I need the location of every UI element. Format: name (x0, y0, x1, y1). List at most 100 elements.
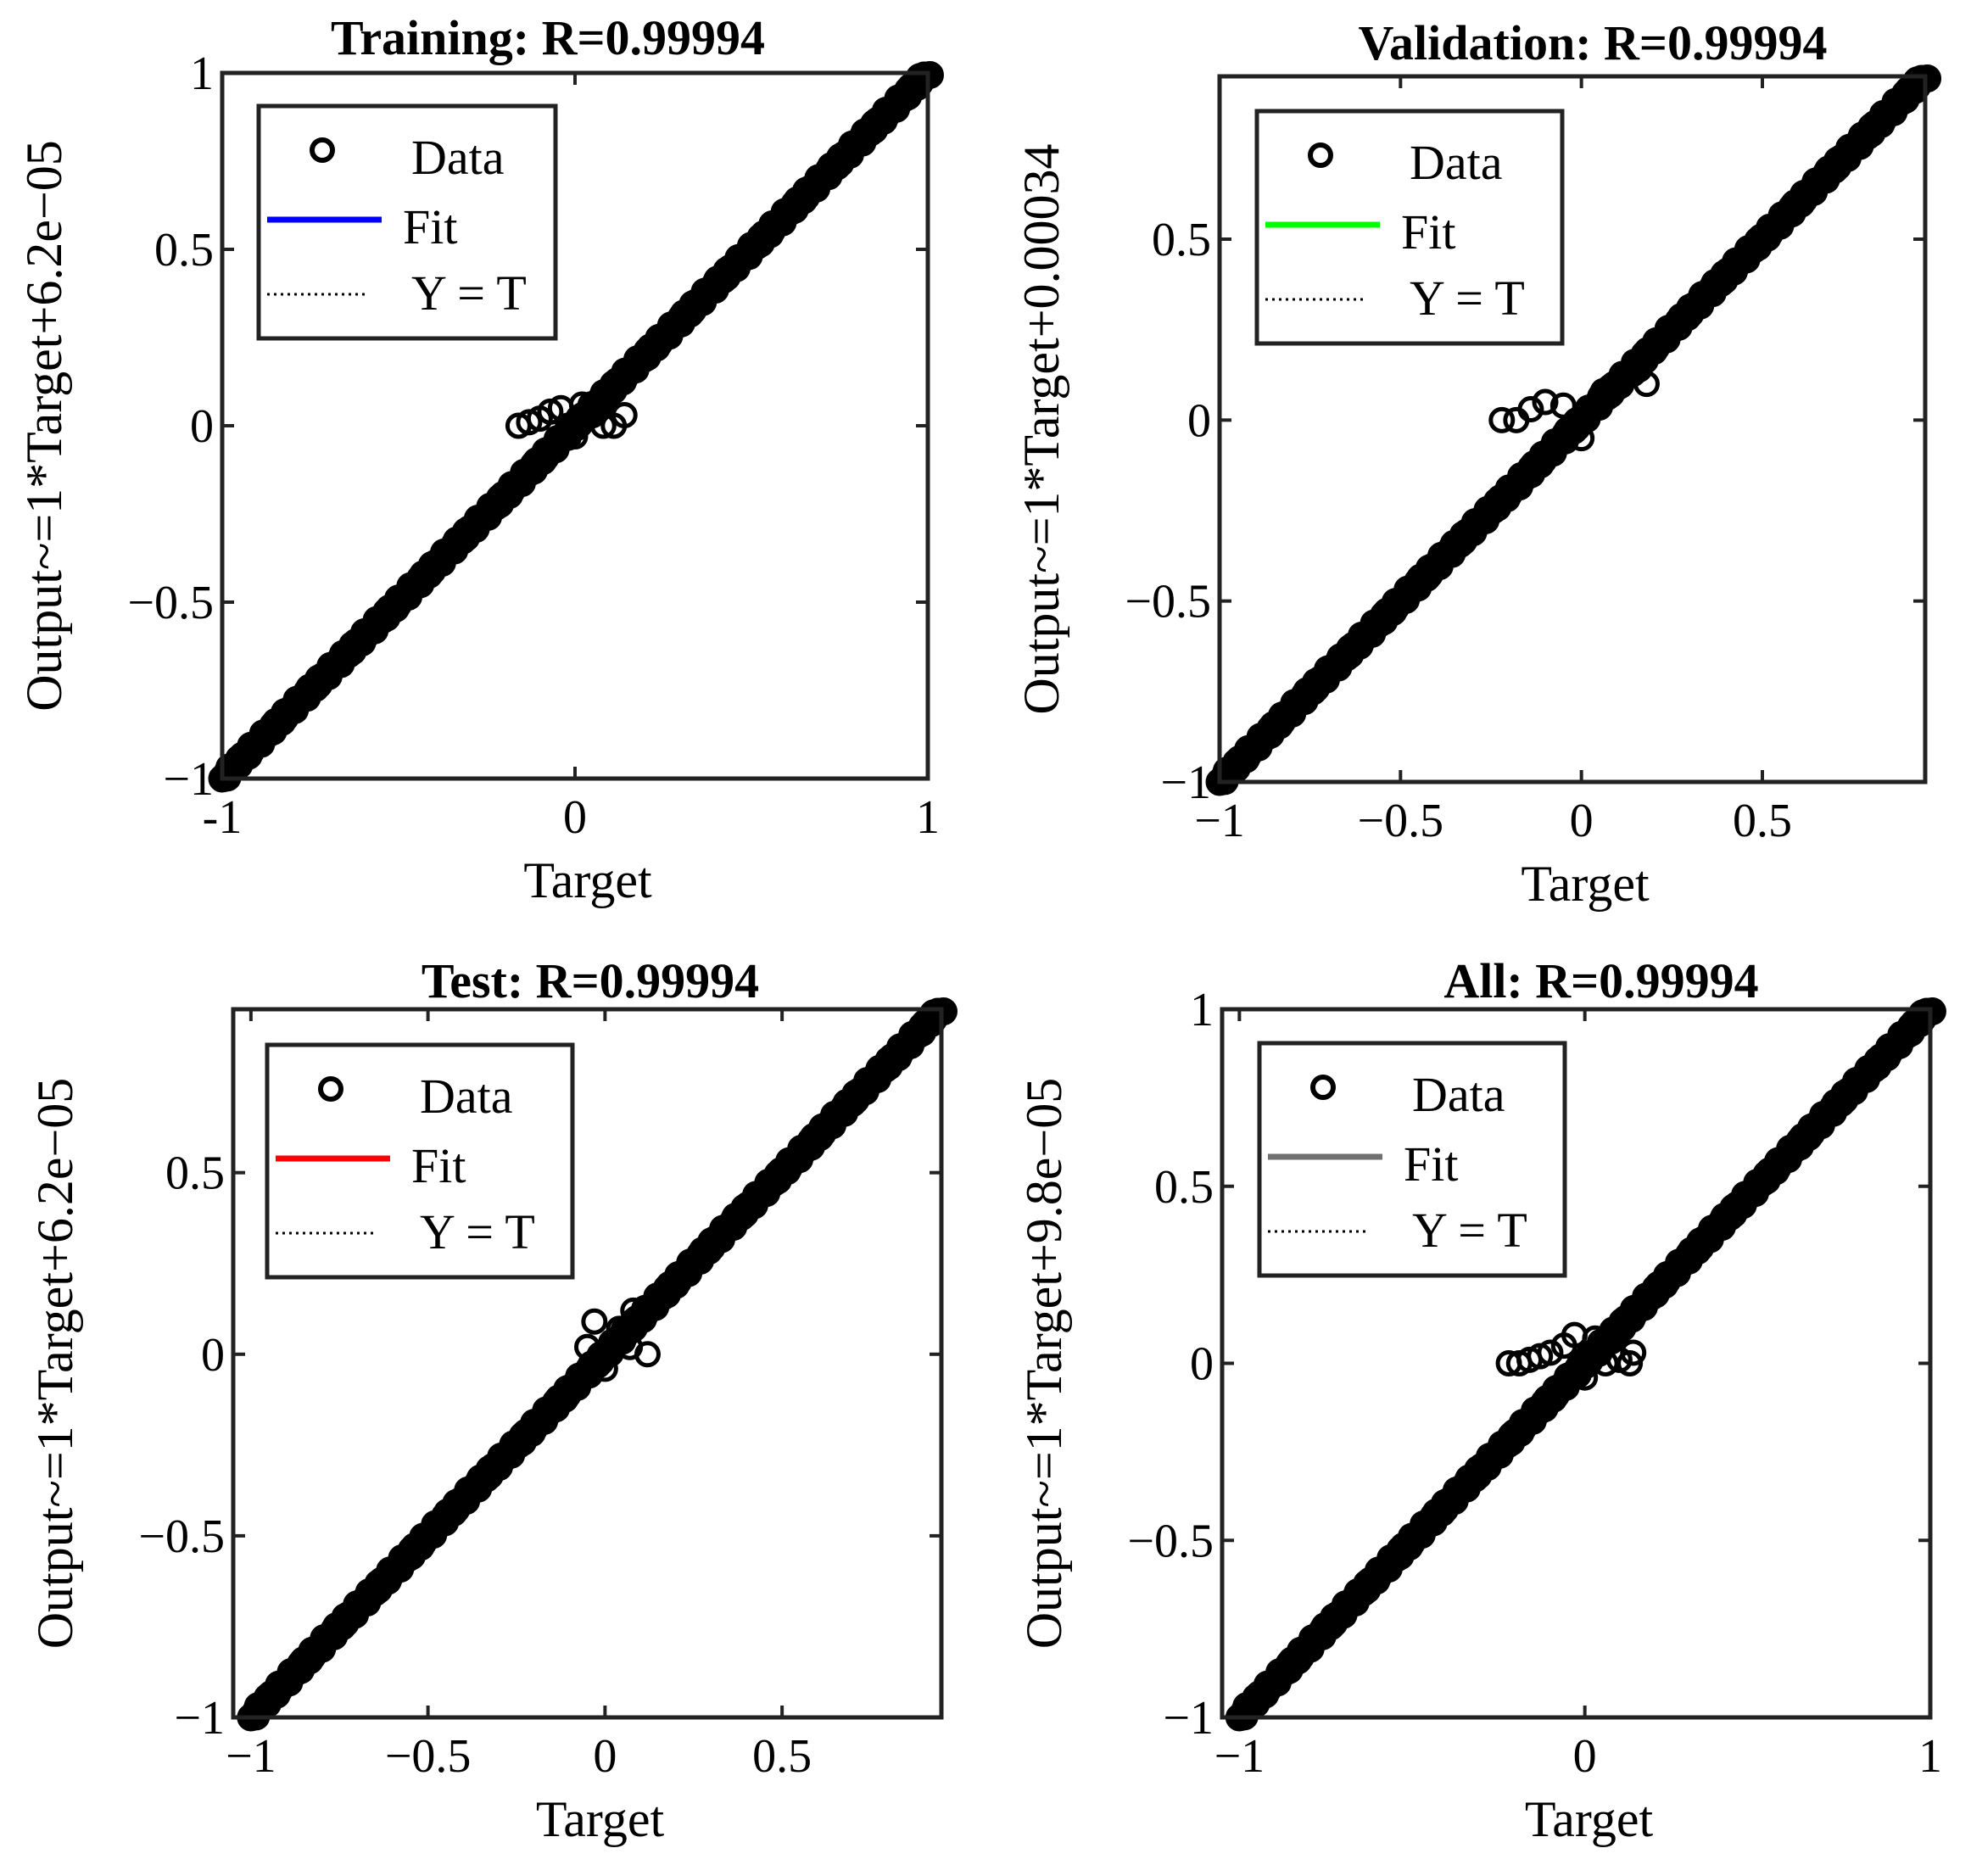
x-tick-label: 0 (563, 791, 587, 844)
legend-data-label: Data (411, 130, 505, 185)
y-tick-label: 0.5 (1154, 1161, 1214, 1214)
tick-group: −1 −0.5 0 0.5 −1 −0.5 0 0.5 (138, 1009, 941, 1783)
outlier-point (1589, 377, 1616, 405)
legend-yt-label: Y = T (420, 1204, 535, 1259)
legend: Data Fit Y = T (265, 1042, 575, 1280)
x-tick-label: −1 (226, 1730, 276, 1783)
y-tick-label: −0.5 (138, 1510, 225, 1563)
outlier-point (1532, 388, 1559, 416)
y-tick-label: −0.5 (1125, 576, 1211, 628)
fit-line (1236, 1006, 1934, 1721)
x-axis-label: Target (1521, 856, 1650, 912)
outlier-point (611, 402, 638, 429)
legend: Data Fit Y = T (1257, 1041, 1567, 1278)
legend-yt-label: Y = T (1410, 271, 1525, 326)
legend: Data Fit Y = T (256, 103, 558, 341)
y-tick-label: −1 (174, 1692, 225, 1745)
plot-frame (1220, 1007, 1933, 1720)
outlier-point (561, 422, 589, 449)
outlier-point (591, 1355, 618, 1382)
y-tick-label: 0 (1187, 394, 1211, 447)
x-tick-label: 0 (1573, 1730, 1597, 1783)
panel-title: Test: R=0.99994 (422, 953, 759, 1008)
legend-data-marker (310, 137, 335, 163)
y-tick-label: 0.5 (154, 224, 214, 276)
panel-training: Training: R=0.99994 -1 0 1 −1 −0.5 0 0.5 1 Data… (16, 10, 944, 908)
tick-group: −1 0 1 −1 −0.5 0 0.5 1 (1127, 984, 1942, 1783)
outlier-point (1592, 1350, 1619, 1376)
legend-data-marker (318, 1076, 343, 1102)
outlier-point (1568, 425, 1595, 452)
outlier-point (1549, 392, 1577, 419)
legend-yt-label: Y = T (411, 265, 527, 321)
legend-data-label: Data (420, 1069, 513, 1124)
y-tick-label: 0.5 (165, 1147, 225, 1200)
y-tick-label: −1 (1160, 757, 1211, 809)
legend-box (1257, 1041, 1567, 1278)
legend-data-marker (1308, 142, 1333, 168)
legend-data-label: Data (1410, 135, 1503, 190)
y-tick-label: 0 (190, 400, 214, 453)
y-tick-label: 1 (190, 47, 214, 100)
x-tick-label: 0 (593, 1730, 617, 1783)
y-axis-label: Output~=1*Target+6.2e−05 (16, 140, 72, 712)
legend-yt-label: Y = T (1412, 1203, 1527, 1258)
x-tick-label: 0 (1570, 795, 1594, 847)
outlier-points (505, 391, 638, 449)
outlier-point (1604, 374, 1631, 401)
outlier-point (581, 1308, 608, 1335)
panel-all: All: R=0.99994 −1 0 1 −1 −0.5 0 0.5 1 Data Fit … (1016, 953, 1946, 1847)
y-tick-label: −0.5 (1127, 1515, 1214, 1567)
y-tick-label: 0.5 (1152, 214, 1211, 266)
outlier-points (574, 1297, 661, 1382)
legend-fit-label: Fit (1404, 1136, 1459, 1192)
legend-data-marker (1310, 1075, 1336, 1100)
plot-frame (231, 1007, 944, 1720)
y-tick-label: −1 (163, 753, 214, 806)
outlier-points (1488, 356, 1660, 452)
x-axis-label: Target (523, 852, 652, 908)
x-tick-label: 0.5 (752, 1730, 812, 1783)
x-tick-label: −0.5 (1358, 795, 1444, 847)
y-axis-label: Output~=1*Target+6.2e−05 (27, 1078, 83, 1650)
y-axis-label: Output~=1*Target+9.8e−05 (1016, 1078, 1072, 1650)
outlier-point (1633, 371, 1660, 398)
data-point (1913, 64, 1942, 93)
panel-validation: Validation: R=0.99994 −1 −0.5 0 0.5 −1 −0.5 0 0… (1013, 15, 1942, 912)
data-points (208, 60, 944, 793)
y-axis-label: Output~=1*Target+0.00034 (1013, 143, 1069, 714)
outlier-point (1582, 1325, 1609, 1352)
outlier-point (1537, 1339, 1564, 1366)
panel-title: All: R=0.99994 (1443, 953, 1758, 1008)
x-tick-label: 0.5 (1733, 795, 1792, 847)
x-tick-label: -1 (203, 791, 243, 844)
outlier-point (1488, 406, 1516, 433)
data-points (237, 997, 958, 1732)
outlier-point (1517, 396, 1544, 423)
legend-fit-label: Fit (411, 1138, 466, 1193)
outlier-point (634, 1341, 661, 1368)
plot-frame (220, 70, 930, 781)
legend: Data Fit Y = T (1254, 109, 1565, 346)
panel-title: Training: R=0.99994 (331, 10, 765, 65)
y-tick-label: 1 (1190, 984, 1214, 1036)
legend-fit-label: Fit (1401, 204, 1456, 260)
outlier-point (1626, 356, 1653, 383)
y-tick-label: −1 (1163, 1692, 1214, 1745)
y-tick-label: 0 (201, 1329, 225, 1382)
legend-fit-label: Fit (403, 199, 458, 254)
panel-title: Validation: R=0.99994 (1359, 15, 1828, 70)
x-tick-label: 1 (916, 791, 940, 844)
tick-group: −1 −0.5 0 0.5 −1 −0.5 0 0.5 (1125, 76, 1925, 847)
outlier-point (1620, 1339, 1647, 1366)
outlier-point (574, 1333, 600, 1360)
outlier-point (1572, 1364, 1599, 1391)
x-axis-label: Target (536, 1791, 665, 1847)
outlier-point (620, 1297, 647, 1324)
x-tick-label: 1 (1918, 1730, 1942, 1783)
panel-test: Test: R=0.99994 −1 −0.5 0 0.5 −1 −0.5 0 0.5 Dat… (27, 953, 958, 1847)
x-tick-label: −1 (1194, 795, 1245, 847)
data-points (1225, 997, 1946, 1732)
y-tick-label: 0 (1190, 1338, 1214, 1391)
